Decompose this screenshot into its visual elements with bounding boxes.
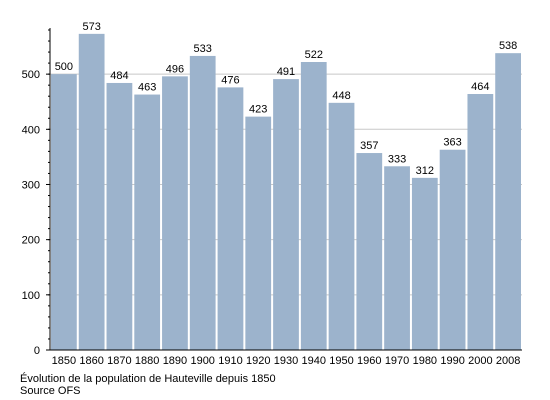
bar bbox=[162, 76, 188, 351]
data-label: 312 bbox=[416, 165, 434, 177]
data-label: 533 bbox=[194, 43, 212, 55]
data-label: 423 bbox=[249, 104, 267, 116]
data-label: 464 bbox=[471, 81, 489, 93]
data-label: 496 bbox=[166, 63, 184, 75]
y-tick-label: 500 bbox=[22, 69, 40, 81]
x-tick-label: 1850 bbox=[52, 355, 76, 367]
x-tick-label: 2008 bbox=[496, 355, 520, 367]
data-label: 363 bbox=[443, 137, 461, 149]
data-label: 476 bbox=[221, 74, 239, 86]
data-label: 573 bbox=[82, 21, 100, 33]
bar bbox=[245, 116, 272, 350]
x-tick-label: 1970 bbox=[385, 355, 409, 367]
bar bbox=[356, 153, 383, 350]
data-label: 500 bbox=[55, 61, 73, 73]
data-label: 357 bbox=[360, 140, 378, 152]
bar bbox=[273, 79, 299, 350]
data-label: 463 bbox=[138, 82, 156, 94]
x-tick-label: 1980 bbox=[413, 355, 437, 367]
y-tick-label: 0 bbox=[34, 345, 40, 357]
data-label: 484 bbox=[110, 70, 128, 82]
data-label: 538 bbox=[499, 40, 517, 52]
x-tick-label: 1960 bbox=[357, 355, 381, 367]
y-tick-label: 300 bbox=[22, 179, 40, 191]
x-tick-label: 1890 bbox=[163, 355, 187, 367]
bar bbox=[300, 62, 327, 350]
x-tick-label: 2000 bbox=[468, 355, 492, 367]
bar bbox=[134, 94, 161, 350]
data-labels: 500 573 484 463 496 533 476 423 491 522 448 357 333 3… bbox=[55, 21, 518, 177]
x-tick-label: 1930 bbox=[274, 355, 298, 367]
bar bbox=[467, 94, 494, 350]
y-tick-label: 200 bbox=[22, 235, 40, 247]
bar bbox=[328, 102, 355, 351]
y-tick-label: 400 bbox=[22, 124, 40, 136]
x-tick-label: 1910 bbox=[218, 355, 242, 367]
data-label: 333 bbox=[388, 153, 406, 165]
bar bbox=[384, 166, 410, 350]
chart-source: Source OFS bbox=[20, 385, 81, 397]
data-label: 448 bbox=[332, 90, 350, 102]
x-tick-label: 1900 bbox=[190, 355, 214, 367]
bar bbox=[439, 149, 466, 350]
bar bbox=[106, 82, 133, 350]
data-label: 522 bbox=[305, 49, 323, 61]
x-tick-label: 1950 bbox=[329, 355, 353, 367]
bar bbox=[411, 177, 438, 350]
data-label: 491 bbox=[277, 66, 295, 78]
y-tick-label: 100 bbox=[22, 290, 40, 302]
bar bbox=[495, 53, 521, 350]
x-tick-label: 1860 bbox=[79, 355, 103, 367]
bar bbox=[217, 87, 244, 351]
x-tick-label: 1920 bbox=[246, 355, 270, 367]
x-tick-label: 1940 bbox=[302, 355, 326, 367]
x-tick-label: 1990 bbox=[440, 355, 464, 367]
bar bbox=[189, 55, 216, 351]
chart-caption: Évolution de la population de Hauteville… bbox=[20, 373, 276, 385]
bars bbox=[51, 33, 521, 351]
bar bbox=[78, 33, 105, 351]
x-tick-label: 1880 bbox=[135, 355, 159, 367]
bar bbox=[51, 74, 77, 350]
x-tick-label: 1870 bbox=[107, 355, 131, 367]
